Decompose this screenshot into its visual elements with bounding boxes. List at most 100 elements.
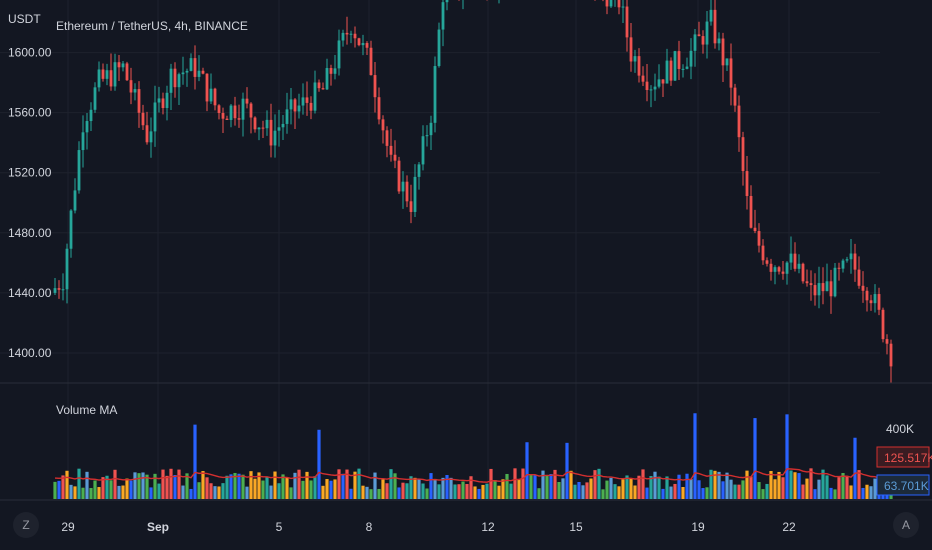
volume-bar — [685, 473, 689, 499]
candle — [653, 73, 657, 101]
candle — [837, 262, 841, 281]
volume-bar — [69, 484, 73, 499]
volume-bar — [161, 469, 165, 499]
candle — [829, 269, 833, 314]
candle — [765, 257, 769, 267]
volume-bar — [137, 473, 141, 499]
candle — [621, 0, 625, 23]
time-axis-labels: 29 Sep 5 8 12 15 19 22 — [61, 520, 796, 534]
volume-bar — [169, 468, 173, 499]
candle — [677, 40, 681, 80]
candle — [441, 0, 445, 47]
candle — [777, 265, 781, 275]
candle — [773, 265, 777, 285]
volume-bar — [637, 475, 641, 499]
candle — [805, 269, 809, 287]
volume-bar — [193, 424, 197, 499]
candle — [249, 102, 253, 134]
candle — [161, 92, 165, 115]
volume-bar — [413, 477, 417, 499]
volume-bar — [849, 485, 853, 499]
zoom-button[interactable]: Z — [13, 512, 39, 538]
volume-bar — [281, 474, 285, 499]
candle — [625, 0, 629, 52]
volume-bar — [449, 477, 453, 499]
candle — [793, 242, 797, 272]
candle — [361, 34, 365, 56]
candle — [213, 87, 217, 111]
candle — [393, 140, 397, 169]
candle — [325, 58, 329, 90]
candle — [821, 267, 825, 305]
candle — [865, 287, 869, 312]
volume-bar — [149, 487, 153, 499]
price-tick-5: 1400.00 — [8, 346, 52, 360]
volume-bar — [845, 475, 849, 499]
candle — [614, 0, 616, 7]
candle — [165, 85, 169, 121]
candle — [877, 287, 881, 316]
candle — [661, 79, 665, 97]
candle — [849, 238, 853, 274]
candle — [437, 22, 441, 68]
candle — [141, 104, 145, 131]
volume-bar — [513, 468, 517, 499]
volume-bar — [185, 473, 189, 499]
candle — [769, 258, 773, 281]
candle — [757, 223, 761, 253]
price-tick-3: 1480.00 — [8, 226, 52, 240]
candle — [317, 79, 321, 92]
candles-layer — [53, 0, 893, 384]
candle — [389, 128, 393, 162]
volume-bar — [153, 473, 157, 499]
volume-bar — [353, 471, 357, 499]
volume-bar — [133, 472, 137, 499]
volume-bar — [497, 485, 501, 499]
candle — [69, 209, 73, 258]
time-tick-0: 29 — [61, 520, 75, 534]
candle — [641, 66, 645, 86]
candle — [825, 263, 829, 292]
volume-bar — [533, 475, 537, 499]
volume-bar — [509, 483, 513, 499]
candle — [121, 61, 125, 72]
candle — [293, 98, 297, 129]
volume-bar — [517, 479, 521, 499]
volume-bar — [805, 478, 809, 499]
volume-bar — [321, 485, 325, 499]
volume-bar — [381, 479, 385, 499]
volume-bar — [325, 479, 329, 499]
volume-bar — [781, 477, 785, 499]
candle — [685, 57, 689, 70]
volume-bar — [609, 477, 613, 499]
candle — [209, 73, 213, 105]
volume-bar — [369, 489, 373, 499]
candle — [109, 53, 113, 91]
candle — [753, 209, 757, 234]
candle — [689, 38, 693, 80]
candle — [761, 239, 765, 265]
candle — [857, 256, 861, 289]
candle — [277, 109, 281, 147]
volume-bar — [89, 488, 93, 499]
volume-bar — [505, 473, 509, 499]
volume-bar — [301, 480, 305, 499]
candle — [305, 81, 309, 116]
volume-bar — [473, 486, 477, 499]
volume-bar — [837, 477, 841, 499]
candle — [269, 103, 273, 158]
candle — [721, 32, 725, 82]
volume-bar — [261, 480, 265, 499]
volume-bar — [613, 484, 617, 499]
candle — [173, 62, 177, 98]
volume-bar — [293, 472, 297, 499]
candle — [281, 114, 285, 140]
volume-bar — [489, 468, 493, 499]
volume-bar — [521, 468, 525, 499]
volume-bar — [761, 489, 765, 499]
time-tick-2: 5 — [276, 520, 283, 534]
auto-scale-button[interactable]: A — [893, 512, 919, 538]
volume-bar — [561, 478, 565, 499]
volume-bar — [73, 486, 77, 499]
